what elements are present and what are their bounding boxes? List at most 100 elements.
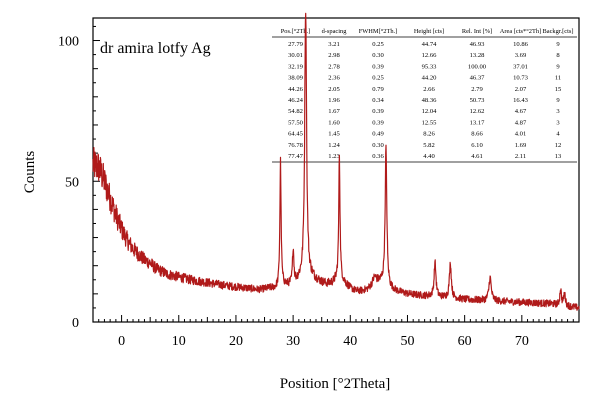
peak-table-cell: 0.30 xyxy=(372,142,384,149)
peak-table-background xyxy=(272,24,577,166)
peak-table-cell: 54.82 xyxy=(288,108,303,115)
peak-table-cell: 6.10 xyxy=(471,142,483,149)
y-axis: 0 50 100 xyxy=(58,25,100,331)
peak-table-cell: 64.45 xyxy=(288,131,304,138)
peak-table-cell: 1.69 xyxy=(515,142,527,149)
peak-table-cell: 10.73 xyxy=(513,75,529,82)
x-tick-label: 50 xyxy=(400,334,414,349)
y-axis-label: Counts xyxy=(22,151,38,194)
chart-title: dr amira lotfy Ag xyxy=(100,40,211,57)
peak-table-cell: 2.05 xyxy=(328,86,340,93)
peak-table-cell: 1.24 xyxy=(328,142,340,149)
peak-table-cell: 32.19 xyxy=(288,63,304,70)
peak-table-cell: 4.01 xyxy=(515,131,527,138)
peak-table-cell: 44.74 xyxy=(422,41,438,48)
peak-table-cell: 95.33 xyxy=(422,63,438,70)
peak-table-cell: 3.21 xyxy=(328,41,340,48)
peak-table-cell: 1.67 xyxy=(328,108,340,115)
peak-table-cell: 4 xyxy=(556,131,560,138)
peak-table-header: d-spacing xyxy=(322,28,348,35)
peak-table-cell: 13.28 xyxy=(470,52,486,59)
x-tick-label: 20 xyxy=(229,334,243,349)
x-axis-label: Position [°2Theta] xyxy=(280,376,391,392)
peak-table-cell: 2.66 xyxy=(423,86,435,93)
peak-table-cell: 2.79 xyxy=(471,86,483,93)
peak-table-cell: 11 xyxy=(555,75,561,82)
peak-table-cell: 2.07 xyxy=(515,86,527,93)
y-tick-label: 100 xyxy=(58,35,79,50)
x-tick-label: 70 xyxy=(515,334,529,349)
peak-table-cell: 0.36 xyxy=(372,153,384,160)
peak-table-cell: 0.39 xyxy=(372,119,384,126)
peak-table-cell: 8.26 xyxy=(423,131,435,138)
peak-table-cell: 0.49 xyxy=(372,131,384,138)
peak-table-cell: 15 xyxy=(555,86,562,93)
peak-table-cell: 44.26 xyxy=(288,86,304,93)
peak-table-cell: 8 xyxy=(556,52,560,59)
peak-table-cell: 2.78 xyxy=(328,63,340,70)
peak-table-cell: 77.47 xyxy=(288,153,304,160)
peak-table-cell: 9 xyxy=(556,63,560,70)
peak-table-cell: 8.66 xyxy=(471,131,483,138)
peak-table-cell: 4.40 xyxy=(423,153,435,160)
peak-table: Pos.[°2Th.] d-spacing FWHM[°2Th.] Height [c… xyxy=(272,24,577,166)
peak-table-cell: 12.66 xyxy=(422,52,438,59)
peak-table-cell: 5.82 xyxy=(423,142,435,149)
peak-table-cell: 4.61 xyxy=(471,153,483,160)
peak-table-cell: 12.62 xyxy=(470,108,485,115)
peak-table-cell: 2.98 xyxy=(328,52,340,59)
x-tick-label: 30 xyxy=(286,334,300,349)
peak-table-header: Pos.[°2Th.] xyxy=(281,28,311,35)
x-axis: 0 10 20 30 40 50 60 70 xyxy=(92,315,580,349)
peak-table-cell: 57.50 xyxy=(288,119,304,126)
peak-table-cell: 1.45 xyxy=(328,131,340,138)
peak-table-cell: 100.00 xyxy=(468,63,487,70)
peak-table-cell: 1.60 xyxy=(328,119,340,126)
peak-table-cell: 27.79 xyxy=(288,41,304,48)
peak-table-cell: 46.37 xyxy=(470,75,486,82)
peak-table-cell: 0.39 xyxy=(372,63,384,70)
peak-table-cell: 46.93 xyxy=(470,41,486,48)
peak-table-cell: 4.67 xyxy=(515,108,527,115)
y-tick-label: 0 xyxy=(72,316,79,331)
peak-table-cell: 0.30 xyxy=(372,52,384,59)
peak-table-cell: 1.96 xyxy=(328,97,340,104)
peak-table-cell: 1.23 xyxy=(328,153,340,160)
peak-table-cell: 30.01 xyxy=(288,52,303,59)
peak-table-cell: 3 xyxy=(556,108,560,115)
peak-table-cell: 3 xyxy=(556,119,560,126)
peak-table-cell: 10.86 xyxy=(513,41,529,48)
peak-table-cell: 0.79 xyxy=(372,86,384,93)
peak-table-cell: 12.55 xyxy=(422,119,438,126)
peak-table-header: Height [cts] xyxy=(414,28,444,35)
peak-table-cell: 9 xyxy=(556,41,560,48)
y-tick-label: 50 xyxy=(65,175,79,190)
peak-table-cell: 38.09 xyxy=(288,75,304,82)
peak-table-cell: 3.69 xyxy=(515,52,527,59)
peak-table-cell: 46.24 xyxy=(288,97,304,104)
x-tick-label: 40 xyxy=(343,334,357,349)
peak-table-header: FWHM[°2Th.] xyxy=(359,28,398,35)
x-tick-label: 0 xyxy=(118,334,125,349)
peak-table-header: Rel. Int [%] xyxy=(462,28,492,35)
peak-table-cell: 13 xyxy=(555,153,562,160)
peak-table-cell: 48.36 xyxy=(422,97,438,104)
peak-table-cell: 12.04 xyxy=(422,108,438,115)
peak-table-header: Area [cts*°2Th] xyxy=(500,28,541,35)
peak-table-cell: 50.73 xyxy=(470,97,486,104)
peak-table-cell: 9 xyxy=(556,97,560,104)
peak-table-cell: 2.36 xyxy=(328,75,340,82)
peak-table-cell: 0.25 xyxy=(372,41,384,48)
peak-table-cell: 13.17 xyxy=(470,119,486,126)
peak-table-cell: 76.78 xyxy=(288,142,304,149)
peak-table-cell: 2.11 xyxy=(515,153,526,160)
peak-table-cell: 44.20 xyxy=(422,75,438,82)
peak-table-cell: 0.34 xyxy=(372,97,384,104)
peak-table-header: Backgr.[cts] xyxy=(542,28,573,35)
x-tick-label: 10 xyxy=(172,334,186,349)
peak-table-cell: 0.25 xyxy=(372,75,384,82)
x-tick-label: 60 xyxy=(458,334,472,349)
trace-layer xyxy=(92,12,580,311)
peak-table-cell: 4.87 xyxy=(515,119,527,126)
